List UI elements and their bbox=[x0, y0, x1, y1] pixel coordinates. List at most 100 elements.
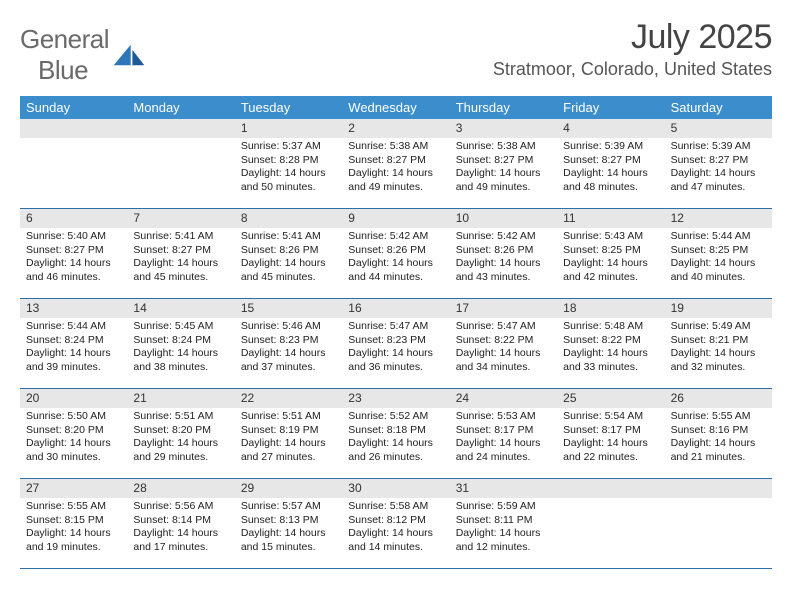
calendar-cell: 19Sunrise: 5:49 AMSunset: 8:21 PMDayligh… bbox=[665, 299, 772, 389]
day-number: 17 bbox=[450, 299, 557, 318]
daylight-line: Daylight: 14 hours and 17 minutes. bbox=[133, 527, 230, 554]
day-details: Sunrise: 5:51 AMSunset: 8:20 PMDaylight:… bbox=[127, 408, 234, 468]
sunset-line: Sunset: 8:11 PM bbox=[456, 514, 553, 528]
sunset-line: Sunset: 8:26 PM bbox=[348, 244, 445, 258]
calendar-cell: 3Sunrise: 5:38 AMSunset: 8:27 PMDaylight… bbox=[450, 119, 557, 209]
calendar-cell: 23Sunrise: 5:52 AMSunset: 8:18 PMDayligh… bbox=[342, 389, 449, 479]
logo-text-blue: Blue bbox=[38, 55, 88, 85]
logo-text: General Blue bbox=[20, 24, 109, 86]
daylight-line: Daylight: 14 hours and 33 minutes. bbox=[563, 347, 660, 374]
calendar-cell: 18Sunrise: 5:48 AMSunset: 8:22 PMDayligh… bbox=[557, 299, 664, 389]
sunset-line: Sunset: 8:13 PM bbox=[241, 514, 338, 528]
daylight-line: Daylight: 14 hours and 46 minutes. bbox=[26, 257, 123, 284]
daylight-line: Daylight: 14 hours and 48 minutes. bbox=[563, 167, 660, 194]
day-number: 11 bbox=[557, 209, 664, 228]
calendar-cell-empty bbox=[127, 119, 234, 209]
day-details: Sunrise: 5:44 AMSunset: 8:25 PMDaylight:… bbox=[665, 228, 772, 288]
day-number: 13 bbox=[20, 299, 127, 318]
weekday-header: Tuesday bbox=[235, 96, 342, 119]
day-number: 25 bbox=[557, 389, 664, 408]
sunset-line: Sunset: 8:18 PM bbox=[348, 424, 445, 438]
weekday-header: Sunday bbox=[20, 96, 127, 119]
daylight-line: Daylight: 14 hours and 24 minutes. bbox=[456, 437, 553, 464]
logo: General Blue bbox=[20, 18, 146, 86]
calendar-cell: 8Sunrise: 5:41 AMSunset: 8:26 PMDaylight… bbox=[235, 209, 342, 299]
day-number: 28 bbox=[127, 479, 234, 498]
sunrise-line: Sunrise: 5:46 AM bbox=[241, 320, 338, 334]
day-details: Sunrise: 5:56 AMSunset: 8:14 PMDaylight:… bbox=[127, 498, 234, 558]
sunset-line: Sunset: 8:14 PM bbox=[133, 514, 230, 528]
day-number: 2 bbox=[342, 119, 449, 138]
sunset-line: Sunset: 8:27 PM bbox=[133, 244, 230, 258]
sunrise-line: Sunrise: 5:56 AM bbox=[133, 500, 230, 514]
daylight-line: Daylight: 14 hours and 38 minutes. bbox=[133, 347, 230, 374]
calendar-cell: 24Sunrise: 5:53 AMSunset: 8:17 PMDayligh… bbox=[450, 389, 557, 479]
sunrise-line: Sunrise: 5:52 AM bbox=[348, 410, 445, 424]
day-details: Sunrise: 5:52 AMSunset: 8:18 PMDaylight:… bbox=[342, 408, 449, 468]
sunrise-line: Sunrise: 5:47 AM bbox=[456, 320, 553, 334]
sunrise-line: Sunrise: 5:55 AM bbox=[26, 500, 123, 514]
day-number: 6 bbox=[20, 209, 127, 228]
daylight-line: Daylight: 14 hours and 29 minutes. bbox=[133, 437, 230, 464]
sunrise-line: Sunrise: 5:39 AM bbox=[563, 140, 660, 154]
calendar-cell: 2Sunrise: 5:38 AMSunset: 8:27 PMDaylight… bbox=[342, 119, 449, 209]
sunset-line: Sunset: 8:22 PM bbox=[456, 334, 553, 348]
calendar-cell: 22Sunrise: 5:51 AMSunset: 8:19 PMDayligh… bbox=[235, 389, 342, 479]
day-details: Sunrise: 5:50 AMSunset: 8:20 PMDaylight:… bbox=[20, 408, 127, 468]
sunset-line: Sunset: 8:24 PM bbox=[26, 334, 123, 348]
day-details: Sunrise: 5:58 AMSunset: 8:12 PMDaylight:… bbox=[342, 498, 449, 558]
weekday-header-row: SundayMondayTuesdayWednesdayThursdayFrid… bbox=[20, 96, 772, 119]
sunrise-line: Sunrise: 5:59 AM bbox=[456, 500, 553, 514]
day-details: Sunrise: 5:57 AMSunset: 8:13 PMDaylight:… bbox=[235, 498, 342, 558]
day-details: Sunrise: 5:42 AMSunset: 8:26 PMDaylight:… bbox=[450, 228, 557, 288]
sunrise-line: Sunrise: 5:54 AM bbox=[563, 410, 660, 424]
day-number: 27 bbox=[20, 479, 127, 498]
day-number: 10 bbox=[450, 209, 557, 228]
calendar-grid: 1Sunrise: 5:37 AMSunset: 8:28 PMDaylight… bbox=[20, 119, 772, 569]
weekday-header: Thursday bbox=[450, 96, 557, 119]
sunset-line: Sunset: 8:16 PM bbox=[671, 424, 768, 438]
daylight-line: Daylight: 14 hours and 37 minutes. bbox=[241, 347, 338, 374]
sunset-line: Sunset: 8:17 PM bbox=[456, 424, 553, 438]
day-details: Sunrise: 5:47 AMSunset: 8:22 PMDaylight:… bbox=[450, 318, 557, 378]
daylight-line: Daylight: 14 hours and 26 minutes. bbox=[348, 437, 445, 464]
daylight-line: Daylight: 14 hours and 50 minutes. bbox=[241, 167, 338, 194]
day-details: Sunrise: 5:51 AMSunset: 8:19 PMDaylight:… bbox=[235, 408, 342, 468]
day-details: Sunrise: 5:39 AMSunset: 8:27 PMDaylight:… bbox=[665, 138, 772, 198]
daylight-line: Daylight: 14 hours and 44 minutes. bbox=[348, 257, 445, 284]
weekday-header: Saturday bbox=[665, 96, 772, 119]
sunset-line: Sunset: 8:17 PM bbox=[563, 424, 660, 438]
sunset-line: Sunset: 8:27 PM bbox=[348, 154, 445, 168]
calendar-cell: 12Sunrise: 5:44 AMSunset: 8:25 PMDayligh… bbox=[665, 209, 772, 299]
day-details: Sunrise: 5:40 AMSunset: 8:27 PMDaylight:… bbox=[20, 228, 127, 288]
sunrise-line: Sunrise: 5:41 AM bbox=[133, 230, 230, 244]
day-details: Sunrise: 5:48 AMSunset: 8:22 PMDaylight:… bbox=[557, 318, 664, 378]
calendar-cell: 4Sunrise: 5:39 AMSunset: 8:27 PMDaylight… bbox=[557, 119, 664, 209]
sunset-line: Sunset: 8:27 PM bbox=[563, 154, 660, 168]
sunset-line: Sunset: 8:25 PM bbox=[671, 244, 768, 258]
day-details: Sunrise: 5:39 AMSunset: 8:27 PMDaylight:… bbox=[557, 138, 664, 198]
sunset-line: Sunset: 8:24 PM bbox=[133, 334, 230, 348]
day-details: Sunrise: 5:59 AMSunset: 8:11 PMDaylight:… bbox=[450, 498, 557, 558]
daylight-line: Daylight: 14 hours and 43 minutes. bbox=[456, 257, 553, 284]
day-details: Sunrise: 5:44 AMSunset: 8:24 PMDaylight:… bbox=[20, 318, 127, 378]
calendar-cell: 11Sunrise: 5:43 AMSunset: 8:25 PMDayligh… bbox=[557, 209, 664, 299]
sunset-line: Sunset: 8:27 PM bbox=[456, 154, 553, 168]
sunset-line: Sunset: 8:27 PM bbox=[671, 154, 768, 168]
sunset-line: Sunset: 8:23 PM bbox=[348, 334, 445, 348]
daylight-line: Daylight: 14 hours and 45 minutes. bbox=[241, 257, 338, 284]
sunrise-line: Sunrise: 5:44 AM bbox=[26, 320, 123, 334]
calendar-cell: 6Sunrise: 5:40 AMSunset: 8:27 PMDaylight… bbox=[20, 209, 127, 299]
calendar-cell: 1Sunrise: 5:37 AMSunset: 8:28 PMDaylight… bbox=[235, 119, 342, 209]
calendar-cell: 31Sunrise: 5:59 AMSunset: 8:11 PMDayligh… bbox=[450, 479, 557, 569]
daylight-line: Daylight: 14 hours and 34 minutes. bbox=[456, 347, 553, 374]
calendar-cell: 7Sunrise: 5:41 AMSunset: 8:27 PMDaylight… bbox=[127, 209, 234, 299]
sunset-line: Sunset: 8:22 PM bbox=[563, 334, 660, 348]
daylight-line: Daylight: 14 hours and 42 minutes. bbox=[563, 257, 660, 284]
sunrise-line: Sunrise: 5:53 AM bbox=[456, 410, 553, 424]
sunset-line: Sunset: 8:26 PM bbox=[241, 244, 338, 258]
day-number: 22 bbox=[235, 389, 342, 408]
daylight-line: Daylight: 14 hours and 12 minutes. bbox=[456, 527, 553, 554]
sunset-line: Sunset: 8:28 PM bbox=[241, 154, 338, 168]
weekday-header: Friday bbox=[557, 96, 664, 119]
